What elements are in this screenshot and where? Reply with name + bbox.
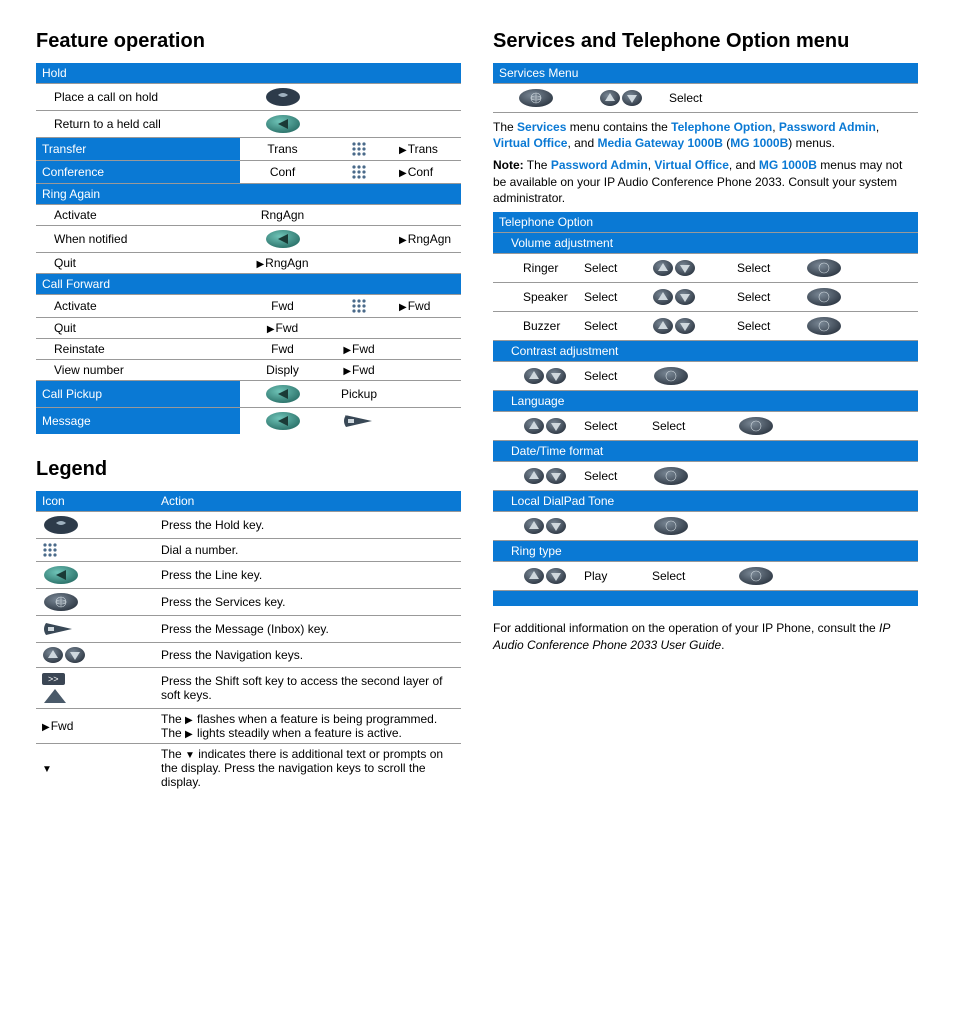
services-para1: The Services menu contains the Telephone…: [493, 119, 918, 151]
legend-hdr-action: Action: [155, 491, 461, 512]
tri-icon: [399, 142, 408, 156]
msg-icon: [36, 616, 155, 643]
hold-icon: [240, 84, 325, 111]
dial-icon: [36, 539, 155, 562]
hdr-contrast: Contrast adjustment: [493, 340, 918, 361]
nav-icon: [36, 643, 155, 668]
hdr-pickup: Call Pickup: [36, 381, 240, 408]
hdr-datetime: Date/Time format: [493, 440, 918, 461]
hdr-conf: Conference: [36, 161, 240, 184]
right-column: Services and Telephone Option menu Servi…: [493, 30, 918, 792]
services-icon: [36, 589, 155, 616]
services-icon: [731, 561, 799, 590]
services-icon: [799, 282, 918, 311]
hdr-tel-option: Telephone Option: [493, 212, 918, 233]
line-icon: [240, 111, 325, 138]
hdr-callfwd: Call Forward: [36, 274, 461, 295]
telephone-option-table: Telephone Option Volume adjustment Ringe…: [493, 212, 918, 607]
nav-icon: [493, 361, 578, 390]
services-icon: [646, 511, 731, 540]
down-tri-icon: [185, 747, 195, 761]
down-tri-icon: [36, 744, 155, 793]
legend-table: Icon Action Press the Hold key. Dial a n…: [36, 491, 461, 792]
services-title: Services and Telephone Option menu: [493, 30, 918, 53]
hdr-services-menu: Services Menu: [493, 63, 918, 84]
feature-table: Hold Place a call on hold Return to a he…: [36, 63, 461, 434]
fwd-tri-icon: Fwd: [36, 709, 155, 744]
nav-icon: [646, 253, 731, 282]
tri-icon: [267, 321, 276, 335]
hdr-transfer: Transfer: [36, 138, 240, 161]
line-icon: [240, 408, 325, 435]
tri-icon: [185, 712, 194, 726]
msg-icon: [325, 408, 393, 435]
line-icon: [36, 562, 155, 589]
services-icon: [646, 461, 731, 490]
nav-icon: [578, 84, 663, 113]
shift-icon: >>: [36, 668, 155, 709]
row-text: Place a call on hold: [36, 84, 240, 111]
line-icon: [240, 226, 325, 253]
hdr-message: Message: [36, 408, 240, 435]
services-icon: [493, 84, 578, 113]
dial-icon: [325, 295, 393, 318]
nav-icon: [493, 461, 578, 490]
hdr-ringagain: Ring Again: [36, 184, 461, 205]
hdr-ringtype: Ring type: [493, 540, 918, 561]
services-icon: [646, 361, 731, 390]
cell-text: Trans: [240, 138, 325, 161]
hdr-volume: Volume adjustment: [493, 232, 918, 253]
nav-icon: [646, 311, 731, 340]
hdr-lang: Language: [493, 390, 918, 411]
services-table: Services Menu Select: [493, 63, 918, 113]
hdr-hold: Hold: [36, 63, 461, 84]
row-text: Return to a held call: [36, 111, 240, 138]
nav-icon: [493, 411, 578, 440]
footer-note: For additional information on the operat…: [493, 620, 918, 652]
tri-icon: [399, 232, 408, 246]
nav-icon: [493, 511, 578, 540]
services-icon: [731, 411, 799, 440]
tri-icon: [185, 726, 194, 740]
hold-icon: [36, 512, 155, 539]
footer-bar: [493, 590, 918, 606]
services-icon: [799, 311, 918, 340]
tri-icon: [256, 256, 265, 270]
left-column: Feature operation Hold Place a call on h…: [36, 30, 461, 792]
hdr-dialpad: Local DialPad Tone: [493, 490, 918, 511]
nav-icon: [493, 561, 578, 590]
tri-icon: [399, 299, 408, 313]
legend-title: Legend: [36, 458, 461, 481]
services-icon: [799, 253, 918, 282]
tri-icon: [343, 363, 352, 377]
feature-op-title: Feature operation: [36, 30, 461, 53]
legend-hdr-icon: Icon: [36, 491, 155, 512]
dial-icon: [325, 161, 393, 184]
tri-icon: [399, 165, 408, 179]
services-note: Note: The Password Admin, Virtual Office…: [493, 157, 918, 206]
line-icon: [240, 381, 325, 408]
nav-icon: [646, 282, 731, 311]
tri-icon: [343, 342, 352, 356]
dial-icon: [325, 138, 393, 161]
